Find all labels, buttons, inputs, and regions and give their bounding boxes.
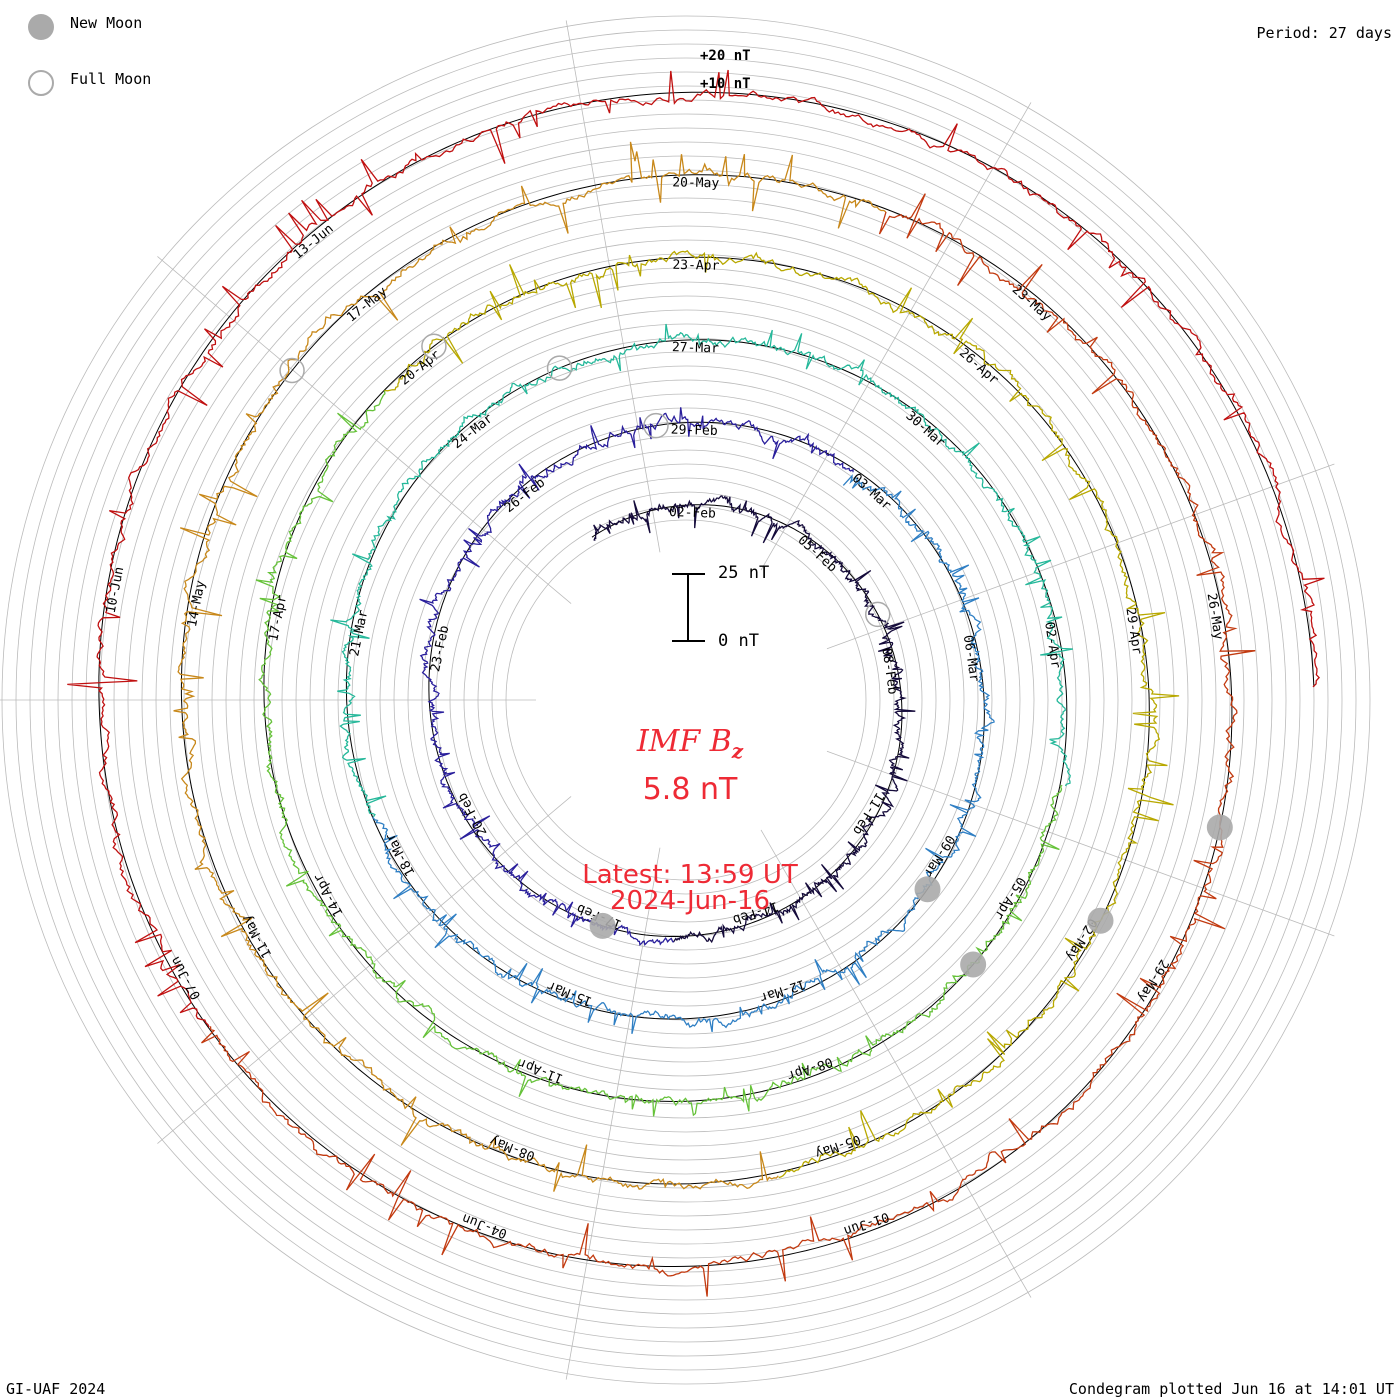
latest-time: Latest: 13:59 UT — [582, 860, 798, 890]
date-tick-label: 05-Feb — [795, 533, 840, 576]
full-moon-icon — [28, 70, 54, 96]
date-tick-label: 29-Feb — [671, 423, 719, 439]
ring-label-plus20: +20 nT — [700, 48, 751, 64]
date-tick-label: 08-Feb — [878, 647, 899, 696]
full-moon-marker — [643, 412, 669, 439]
date-tick-label: 02-Feb — [669, 505, 717, 522]
new-moon-marker — [589, 912, 616, 939]
new-moon-marker — [914, 876, 941, 903]
date-tick-label: 23-Apr — [672, 258, 719, 274]
date-tick-label: 30-Mar — [903, 409, 948, 451]
bz-trace-segment — [201, 193, 1256, 1297]
full-moon-marker — [546, 355, 573, 381]
grid-spoke — [565, 20, 661, 553]
chart-title-main: IMF B — [636, 724, 732, 759]
bz-trace-segment — [593, 495, 916, 944]
grid-spoke — [565, 847, 661, 1380]
bz-trace-segment — [67, 69, 1325, 1028]
baseline-spiral — [98, 91, 1315, 1267]
bz-trace-segment — [255, 390, 1063, 1117]
date-tick-label: 17-Apr — [266, 593, 290, 642]
new-moon-marker — [1206, 814, 1233, 841]
ring-label-plus10: +10 nT — [700, 76, 751, 92]
latest-date: 2024-Jun-16 — [609, 886, 771, 916]
bz-trace-segment — [419, 407, 854, 946]
date-tick-label: 26-Feb — [502, 475, 548, 516]
full-moon-marker — [421, 333, 447, 359]
date-tick-label: 06-Mar — [960, 634, 982, 683]
new-moon-icon — [28, 14, 54, 40]
grid-spoke — [157, 796, 572, 1144]
date-tick-label: 02-Apr — [1041, 621, 1063, 670]
date-tick-label: 21-Mar — [347, 608, 371, 657]
grid-circle — [477, 491, 895, 909]
footer-credit: GI-UAF 2024 — [6, 1380, 106, 1398]
date-tick-label: 14-May — [185, 579, 209, 628]
new-moon-marker — [960, 951, 987, 978]
period-label: Period: 27 days — [1256, 24, 1392, 42]
bz-trace-segment — [173, 141, 887, 1192]
scale-bottom-label: 0 nT — [718, 631, 759, 651]
grid-spoke — [760, 829, 1032, 1298]
date-tick-label: 04-Jun — [460, 1210, 509, 1241]
date-tick-label: 27-Mar — [672, 340, 720, 356]
full-moon-label: Full Moon — [70, 70, 152, 88]
grid-spoke — [826, 750, 1335, 937]
full-moon-marker — [865, 601, 891, 628]
new-moon-marker — [1087, 907, 1114, 934]
date-tick-label: 20-May — [672, 175, 719, 191]
scale-top-label: 25 nT — [718, 563, 770, 583]
chart-title: IMF Bz — [0, 724, 1380, 763]
date-tick-label: 10-Jun — [104, 566, 128, 615]
grid-spoke — [826, 463, 1335, 650]
chart-title-sub: z — [731, 739, 744, 763]
grid-spoke — [157, 256, 572, 604]
date-tick-label: 26-May — [1204, 592, 1226, 641]
date-tick-label: 24-Mar — [450, 411, 496, 452]
date-tick-label: 11-May — [239, 912, 275, 961]
grid-spoke — [760, 102, 1032, 571]
date-tick-label: 15-Mar — [545, 977, 594, 1008]
bz-trace-segment — [384, 249, 1180, 1179]
date-tick-label: 26-Apr — [956, 346, 1001, 388]
footer-plotted: Condegram plotted Jun 16 at 14:01 UT — [1068, 1380, 1394, 1398]
current-value: 5.8 nT — [642, 772, 738, 807]
new-moon-label: New Moon — [70, 14, 143, 32]
date-tick-label: 05-May — [813, 1131, 862, 1160]
bz-trace-segment — [330, 323, 1074, 818]
full-moon-marker — [279, 357, 305, 384]
date-tick-label: 29-Apr — [1122, 607, 1144, 656]
bz-trace-segment — [372, 474, 995, 1034]
